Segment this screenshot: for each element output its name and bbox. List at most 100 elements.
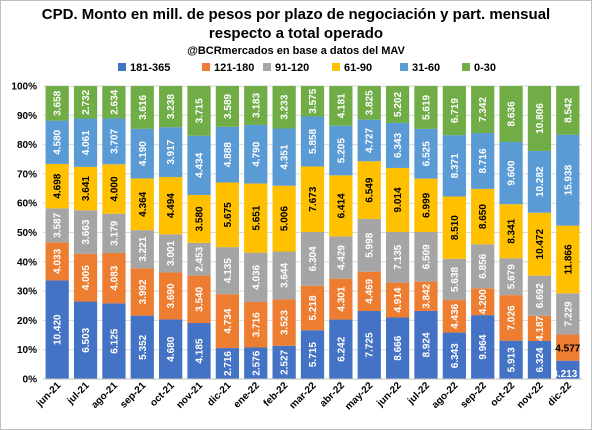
data-label: 3.690 <box>166 283 177 308</box>
legend-label: 0-30 <box>474 62 496 74</box>
data-label: 4.680 <box>166 336 177 361</box>
data-label: 3.587 <box>53 212 64 237</box>
data-label: 4.727 <box>365 128 376 153</box>
bar-segment <box>244 347 268 379</box>
x-tick-label: jul-21 <box>65 380 92 407</box>
data-label: 8.666 <box>393 335 404 360</box>
bar-segment <box>272 128 296 186</box>
legend-swatch <box>202 63 210 71</box>
data-label: 4.580 <box>53 129 64 154</box>
data-label: 6.343 <box>393 132 404 157</box>
data-label: 3.575 <box>308 88 319 113</box>
data-label: 6.509 <box>421 244 432 269</box>
bar-segment <box>414 128 438 179</box>
bar-segment <box>556 134 580 226</box>
data-label: 4.434 <box>195 152 206 177</box>
bar-segment <box>471 133 495 189</box>
bar-segment <box>442 258 466 301</box>
data-label: 8.636 <box>507 101 518 126</box>
bar-segment <box>130 268 154 316</box>
bar-segment <box>159 234 183 273</box>
bar-segment <box>357 311 381 379</box>
data-label: 5.679 <box>507 264 518 289</box>
bar-segment <box>73 301 98 379</box>
bar-segment <box>130 128 154 179</box>
data-label: 5.913 <box>507 347 518 372</box>
data-label: 7.026 <box>507 305 518 330</box>
x-tick-label: dic-22 <box>546 380 575 409</box>
x-tick-label: jun-21 <box>34 380 64 410</box>
bar-segment <box>442 332 466 379</box>
data-label: 4.135 <box>223 258 234 283</box>
data-label: 7.725 <box>365 332 376 357</box>
data-label: 2.716 <box>223 351 234 376</box>
data-label: 4.494 <box>166 193 177 218</box>
bar-segment <box>45 86 69 121</box>
bar-segment <box>499 86 523 142</box>
data-label: 4.914 <box>393 287 404 312</box>
bar-segment <box>414 86 438 129</box>
data-label: 4.187 <box>535 315 546 340</box>
data-label: 3.707 <box>109 128 120 153</box>
bar-segment <box>45 242 69 281</box>
bar-segment <box>300 116 325 167</box>
x-tick-label: mar-22 <box>288 380 319 411</box>
bar-segment <box>244 302 268 348</box>
y-tick-label: 70% <box>17 169 37 180</box>
data-label: 10.420 <box>53 314 64 345</box>
bar-segment <box>244 86 268 125</box>
data-label: 4.005 <box>81 265 92 290</box>
data-label: 5.006 <box>280 206 291 231</box>
data-label: 8.510 <box>450 215 461 240</box>
bar-segment <box>187 275 211 324</box>
data-label: 6.525 <box>421 141 432 166</box>
bar-segment <box>527 341 552 379</box>
bar-segment <box>527 315 552 342</box>
bar-segment <box>272 185 296 252</box>
bar-segment <box>527 86 552 151</box>
data-label: 10.472 <box>535 228 546 259</box>
bar-segment <box>187 242 211 276</box>
bar-segment <box>102 86 126 119</box>
data-label: 10.282 <box>535 166 546 197</box>
bar-segment <box>159 86 183 128</box>
bar-segment <box>329 319 353 379</box>
data-label: 5.715 <box>308 342 319 367</box>
data-label: 3.183 <box>251 93 262 118</box>
data-label: 6.304 <box>308 246 319 271</box>
data-label: 6.242 <box>336 336 347 361</box>
bar-segment <box>244 252 268 303</box>
legend-label: 61-90 <box>344 62 372 74</box>
bar-segment <box>300 86 325 117</box>
bar-segment <box>130 86 154 129</box>
x-tick-label: jun-22 <box>374 380 404 410</box>
x-tick-label: dic-21 <box>205 380 234 409</box>
data-label: 3.233 <box>280 94 291 119</box>
bar-segment <box>159 127 183 178</box>
bar-segment <box>556 360 580 379</box>
data-label: 6.856 <box>478 253 489 278</box>
data-label: 2.527 <box>280 349 291 374</box>
bar-segment <box>159 177 183 235</box>
data-label: 3.221 <box>138 236 149 261</box>
bar-segment <box>215 126 240 183</box>
data-label: 3.842 <box>421 283 432 308</box>
bar-segment <box>385 167 410 232</box>
bar-segment <box>187 86 211 136</box>
bar-segment <box>45 120 69 164</box>
data-label: 9.964 <box>478 334 489 359</box>
x-tick-label: sep-21 <box>118 380 148 410</box>
x-tick-label: nov-22 <box>515 380 546 411</box>
bar-segment <box>471 288 495 316</box>
data-label: 4.790 <box>251 141 262 166</box>
bar-segment <box>272 345 296 379</box>
bar-segment <box>159 272 183 320</box>
data-label: 8.650 <box>478 204 489 229</box>
bar-segment <box>329 175 353 237</box>
data-label: 4.181 <box>336 93 347 118</box>
data-label: 4.200 <box>478 289 489 314</box>
bar-segment <box>73 86 98 119</box>
x-tick-label: may-22 <box>343 380 375 412</box>
data-label: 6.719 <box>450 98 461 123</box>
